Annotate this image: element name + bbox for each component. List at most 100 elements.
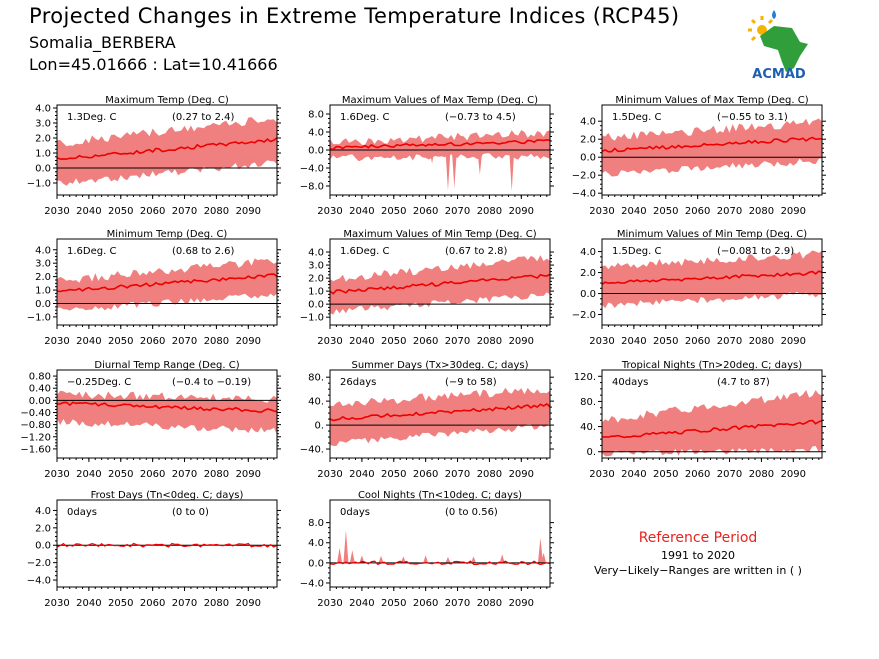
x-tick-label: 2070	[717, 336, 742, 347]
station-coordinates: Lon=45.01666 : Lat=10.41666	[29, 55, 278, 74]
range-band	[602, 250, 822, 309]
x-tick-label: 2030	[44, 206, 69, 217]
plot-area	[330, 130, 550, 192]
y-tick-label: −8.0	[300, 182, 324, 193]
x-tick-label: 2080	[749, 206, 774, 217]
plot-area	[57, 390, 277, 435]
x-tick-label: 2070	[172, 469, 197, 480]
likely-range-label: (−0.4 to −0.19)	[172, 377, 251, 388]
mean-change-label: −0.25Deg. C	[67, 377, 131, 388]
ensemble-mean-line	[330, 273, 550, 295]
x-tick-label: 2040	[349, 336, 374, 347]
spike-8	[445, 556, 451, 563]
panel-title: Tropical Nights (Tn>20deg. C; days)	[621, 360, 802, 371]
spike-9	[470, 556, 476, 563]
plot-frame	[56, 104, 278, 196]
panel-title: Diurnal Temp Range (Deg. C)	[94, 360, 239, 371]
reference-years: 1991 to 2020	[660, 549, 736, 562]
x-tick-label: 2060	[140, 336, 165, 347]
x-tick-label: 2040	[349, 598, 374, 609]
x-tick-label: 2050	[108, 469, 133, 480]
x-tick-label: 2070	[717, 469, 742, 480]
x-tick-label: 2030	[44, 336, 69, 347]
x-tick-label: 2070	[172, 206, 197, 217]
y-tick-label: 0.0	[308, 558, 324, 569]
plot-frame	[329, 238, 551, 326]
x-tick-label: 2050	[108, 206, 133, 217]
likely-range-label: (0.67 to 2.8)	[445, 246, 507, 257]
x-tick-label: 2050	[381, 206, 406, 217]
x-tick-label: 2050	[381, 469, 406, 480]
x-tick-label: 2060	[140, 206, 165, 217]
reference-title: Reference Period	[638, 530, 758, 546]
y-tick-label: 0.0	[35, 164, 51, 175]
y-tick-label: 2.0	[35, 523, 51, 534]
chart-panel-3: −4.0 −2.0 0.0 2.0 4.0 2030 2040 2050 2060 2070 208…	[572, 95, 826, 217]
x-tick-label: 2030	[317, 206, 342, 217]
ensemble-mean-line	[57, 273, 277, 293]
y-tick-label: 0.40	[29, 384, 51, 395]
y-tick-label: −1.0	[27, 179, 51, 190]
y-tick-label: 0.0	[580, 289, 596, 300]
range-band	[57, 117, 277, 186]
panel-title: Summer Days (Tx>30deg. C; days)	[351, 360, 528, 371]
plot-area	[57, 117, 277, 186]
x-tick-label: 2090	[236, 336, 261, 347]
ensemble-mean-line	[57, 401, 277, 414]
spike-5	[429, 150, 435, 164]
y-tick-label: −1.0	[300, 313, 324, 324]
x-tick-label: 2040	[621, 206, 646, 217]
plot-frame	[601, 238, 823, 326]
page-title: Projected Changes in Extreme Temperature…	[29, 4, 680, 28]
plot-frame	[56, 238, 278, 326]
y-tick-label: 0.0	[35, 541, 51, 552]
y-tick-label: 40.	[308, 397, 324, 408]
x-tick-label: 2090	[236, 598, 261, 609]
x-tick-label: 2090	[236, 469, 261, 480]
x-tick-label: 2030	[44, 598, 69, 609]
spike-1	[445, 150, 451, 191]
range-band	[57, 390, 277, 435]
y-tick-label: 4.0	[308, 128, 324, 139]
y-tick-label: 2.0	[35, 272, 51, 283]
panel-title: Cool Nights (Tn<10deg. C; days)	[358, 490, 522, 501]
ensemble-mean-line	[602, 419, 822, 439]
x-tick-label: 2050	[653, 206, 678, 217]
y-tick-label: −1.20	[20, 432, 51, 443]
x-tick-label: 2090	[781, 206, 806, 217]
x-tick-label: 2070	[445, 336, 470, 347]
y-tick-label: −0.80	[20, 420, 51, 431]
likely-range-label: (0.68 to 2.6)	[172, 246, 234, 257]
x-tick-label: 2050	[108, 336, 133, 347]
y-tick-label: 0.00	[29, 396, 51, 407]
x-tick-label: 2080	[749, 336, 774, 347]
mean-change-label: 1.3Deg. C	[67, 112, 116, 123]
x-tick-label: 2090	[509, 336, 534, 347]
x-tick-label: 2070	[445, 206, 470, 217]
x-tick-label: 2080	[477, 206, 502, 217]
y-tick-label: 80.	[580, 397, 596, 408]
panel-title: Maximum Values of Min Temp (Deg. C)	[343, 229, 536, 240]
x-tick-label: 2030	[317, 598, 342, 609]
chart-panel-1: −1.0 0.0 1.0 2.0 3.0 4.0 2030 2040 2050 2060 2070 2…	[27, 95, 281, 217]
x-tick-label: 2040	[621, 469, 646, 480]
x-tick-label: 2040	[76, 336, 101, 347]
plot-frame	[56, 369, 278, 459]
y-tick-label: −2.0	[572, 310, 596, 321]
y-tick-label: 4.0	[580, 247, 596, 258]
x-tick-label: 2060	[413, 336, 438, 347]
x-tick-label: 2030	[589, 469, 614, 480]
spike-5	[378, 555, 384, 563]
x-tick-label: 2070	[445, 469, 470, 480]
spike-12	[541, 552, 547, 563]
ensemble-mean-line	[57, 137, 277, 160]
x-tick-label: 2060	[140, 469, 165, 480]
y-tick-label: −0.40	[20, 408, 51, 419]
x-tick-label: 2060	[685, 206, 710, 217]
chart-panel-5: −1.0 0.0 1.0 2.0 3.0 4.0 2030 2040 2050 2060 2070 2…	[300, 229, 554, 347]
y-tick-label: 3.0	[308, 261, 324, 272]
y-tick-label: −4.0	[572, 189, 596, 200]
y-tick-label: 4.0	[308, 538, 324, 549]
likely-range-label: (−0.081 to 2.9)	[717, 246, 794, 257]
x-tick-label: 2070	[445, 598, 470, 609]
